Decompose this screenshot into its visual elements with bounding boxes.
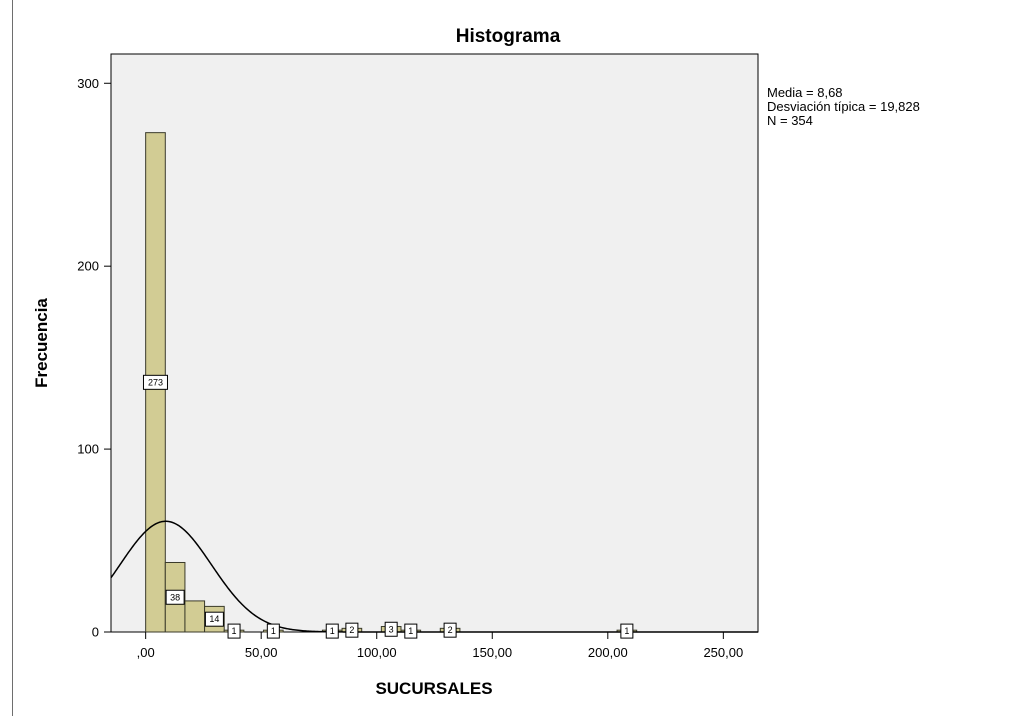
count-label-box bbox=[227, 623, 241, 639]
count-label-box bbox=[266, 623, 280, 639]
count-labels-layer: 273 38 14 1 1 1 2 3 1 2 1 bbox=[142, 374, 634, 639]
count-label-box bbox=[443, 622, 457, 638]
count-label-box bbox=[142, 374, 168, 390]
count-label: 1 bbox=[624, 626, 629, 636]
count-label: 1 bbox=[271, 626, 276, 636]
chart-title: Histograma bbox=[456, 26, 561, 47]
stats-legend: Media = 8,68 Desviación típica = 19,828 … bbox=[767, 85, 920, 128]
count-label: 2 bbox=[448, 625, 453, 635]
stat-mean: Media = 8,68 bbox=[767, 85, 843, 100]
count-label-box bbox=[345, 622, 359, 638]
y-tick-label: 100 bbox=[77, 442, 99, 457]
x-tick-label: 50,00 bbox=[245, 645, 278, 660]
x-axis: ,00 50,00 100,00 150,00 200,00 250,00 bbox=[137, 632, 743, 660]
x-tick-label: 250,00 bbox=[703, 645, 743, 660]
x-axis-label: SUCURSALES bbox=[375, 679, 492, 698]
count-label-box bbox=[384, 621, 398, 637]
count-label: 1 bbox=[232, 626, 237, 636]
y-tick-label: 0 bbox=[92, 625, 99, 640]
y-tick-label: 200 bbox=[77, 259, 99, 274]
count-label-box bbox=[325, 623, 339, 639]
y-axis: 0 100 200 300 bbox=[77, 76, 111, 640]
x-tick-label: ,00 bbox=[137, 645, 155, 660]
y-tick-label: 300 bbox=[77, 76, 99, 91]
count-label: 1 bbox=[330, 626, 335, 636]
normal-curve bbox=[110, 520, 758, 633]
count-label: 273 bbox=[148, 377, 163, 387]
count-label: 14 bbox=[209, 614, 219, 624]
normal-curve-layer bbox=[110, 520, 758, 633]
count-label: 1 bbox=[408, 626, 413, 636]
count-label-box bbox=[165, 589, 185, 605]
count-label-box bbox=[404, 623, 418, 639]
x-tick-label: 150,00 bbox=[472, 645, 512, 660]
stat-n: N = 354 bbox=[767, 113, 813, 128]
stat-sd: Desviación típica = 19,828 bbox=[767, 99, 920, 114]
frame-left-border bbox=[12, 0, 13, 716]
count-label: 3 bbox=[389, 624, 394, 634]
x-tick-label: 100,00 bbox=[357, 645, 397, 660]
count-label: 2 bbox=[349, 625, 354, 635]
y-axis-label: Frecuencia bbox=[32, 298, 51, 388]
x-tick-label: 200,00 bbox=[588, 645, 628, 660]
count-label-box bbox=[204, 611, 224, 627]
count-label: 38 bbox=[170, 592, 180, 602]
plot-area bbox=[110, 53, 759, 633]
count-label-box bbox=[620, 623, 634, 639]
histogram-bar bbox=[184, 600, 206, 633]
